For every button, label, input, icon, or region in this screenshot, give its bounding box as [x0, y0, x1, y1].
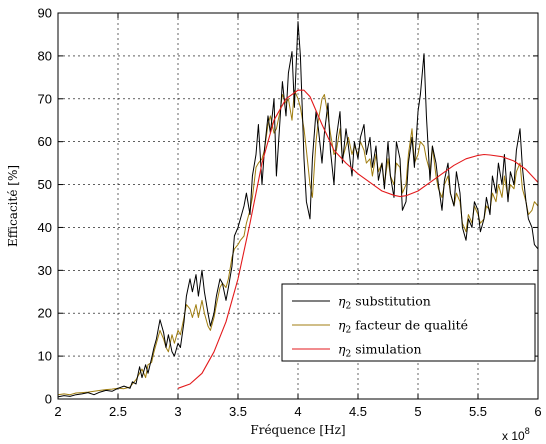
y-tick-label: 20: [38, 306, 52, 321]
x-tick-label: 5.5: [469, 404, 487, 419]
y-tick-label: 70: [38, 91, 52, 106]
series-layer: [57, 21, 539, 398]
y-axis-label: Efficacité [%]: [6, 165, 20, 247]
y-tick-label: 80: [38, 48, 52, 63]
x-tick-label: 3: [174, 404, 181, 419]
y-tick-label: 40: [38, 220, 52, 235]
legend-label-1: η2 facteur de qualité: [338, 318, 468, 336]
x-axis-label: Fréquence [Hz]: [250, 423, 345, 437]
legend-label-0: η2 substitution: [338, 294, 431, 312]
y-tick-label: 50: [38, 177, 52, 192]
y-tick-label: 10: [38, 349, 52, 364]
series-line-1: [57, 89, 539, 396]
x-multiplier: x 108: [502, 426, 530, 443]
y-tick-label: 30: [38, 263, 52, 278]
y-tick-label: 0: [45, 392, 52, 407]
x-multiplier-exponent: 8: [525, 426, 530, 436]
series-line-2: [177, 89, 539, 389]
legend-label-2: η2 simulation: [338, 342, 422, 360]
x-tick-label: 2.5: [109, 404, 127, 419]
x-tick-label: 5: [414, 404, 421, 419]
x-tick-label: 4.5: [349, 404, 367, 419]
x-tick-label: 6: [534, 404, 541, 419]
legend-box: [281, 283, 536, 362]
x-tick-label: 3.5: [229, 404, 247, 419]
legend: η2 substitution η2 facteur de qualité η2 s…: [281, 283, 536, 362]
y-tick-label: 90: [38, 6, 52, 21]
x-tick-label: 4: [294, 404, 301, 419]
x-tick-label: 2: [54, 404, 61, 419]
y-tick-label: 60: [38, 134, 52, 149]
